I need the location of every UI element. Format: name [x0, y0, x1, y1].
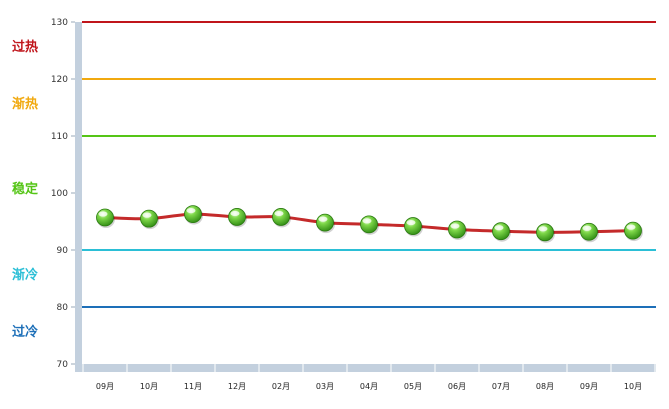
data-point: [448, 220, 467, 240]
data-point-marker: [448, 220, 466, 239]
x-tick-label: 08月: [536, 382, 554, 391]
data-point-highlight: [582, 225, 592, 231]
data-point-highlight: [406, 219, 416, 226]
x-tick-label: 03月: [316, 382, 334, 391]
y-tick-label: 120: [51, 75, 68, 85]
data-point: [536, 223, 555, 243]
data-point-marker: [272, 208, 290, 226]
data-point: [360, 215, 379, 235]
data-point: [140, 209, 159, 230]
data-point-highlight: [538, 226, 548, 232]
y-tick-label: 90: [57, 246, 69, 256]
x-tick-label: 11月: [184, 382, 202, 391]
x-tick-label: 12月: [228, 382, 246, 391]
x-tick-label: 09月: [96, 382, 114, 391]
data-point-marker: [624, 221, 642, 240]
x-tick-label: 02月: [272, 382, 290, 391]
x-tick-label: 10月: [140, 382, 158, 391]
x-tick-label: 04月: [360, 382, 378, 391]
zone-label: 过热: [12, 39, 39, 55]
y-tick-label: 130: [51, 18, 68, 28]
data-point: [404, 217, 423, 237]
data-point-highlight: [98, 211, 108, 217]
y-tick-label: 80: [57, 303, 69, 313]
data-point-highlight: [230, 210, 240, 217]
y-tick-label: 100: [51, 189, 68, 199]
data-point-marker: [580, 222, 598, 241]
zone-label: 渐热: [12, 96, 39, 112]
data-point-highlight: [142, 212, 152, 218]
data-point: [272, 208, 291, 228]
data-point-highlight: [274, 210, 284, 217]
data-point-highlight: [494, 225, 504, 231]
data-point: [580, 222, 599, 243]
data-point: [624, 221, 643, 242]
zone-label: 稳定: [12, 182, 39, 198]
data-point-marker: [96, 208, 114, 227]
zone-label: 过冷: [12, 324, 39, 340]
data-point-highlight: [318, 216, 328, 222]
x-tick-label: 10月: [624, 382, 642, 391]
y-axis-bar: [75, 22, 82, 372]
data-point-highlight: [626, 224, 636, 230]
data-point: [96, 208, 115, 229]
data-point-highlight: [186, 207, 196, 214]
data-point: [228, 208, 247, 228]
y-tick-label: 110: [51, 132, 68, 142]
data-point-marker: [404, 217, 422, 235]
x-tick-label: 06月: [448, 382, 466, 391]
data-point-marker: [536, 223, 554, 242]
y-tick-label: 70: [57, 360, 69, 370]
data-point-marker: [184, 205, 202, 223]
data-point-highlight: [362, 218, 372, 224]
data-point-marker: [316, 213, 334, 232]
data-point: [316, 213, 335, 234]
data-point-marker: [140, 209, 158, 228]
x-tick-label: 09月: [580, 382, 598, 391]
data-point-highlight: [450, 223, 460, 229]
data-point-marker: [360, 215, 378, 234]
data-point-marker: [492, 222, 510, 241]
data-point: [184, 205, 203, 225]
x-tick-label: 07月: [492, 382, 510, 391]
zone-label: 渐冷: [12, 267, 39, 283]
x-axis-bar: [75, 364, 656, 372]
x-tick-label: 05月: [404, 382, 422, 391]
data-point: [492, 222, 511, 242]
data-point-marker: [228, 208, 246, 226]
